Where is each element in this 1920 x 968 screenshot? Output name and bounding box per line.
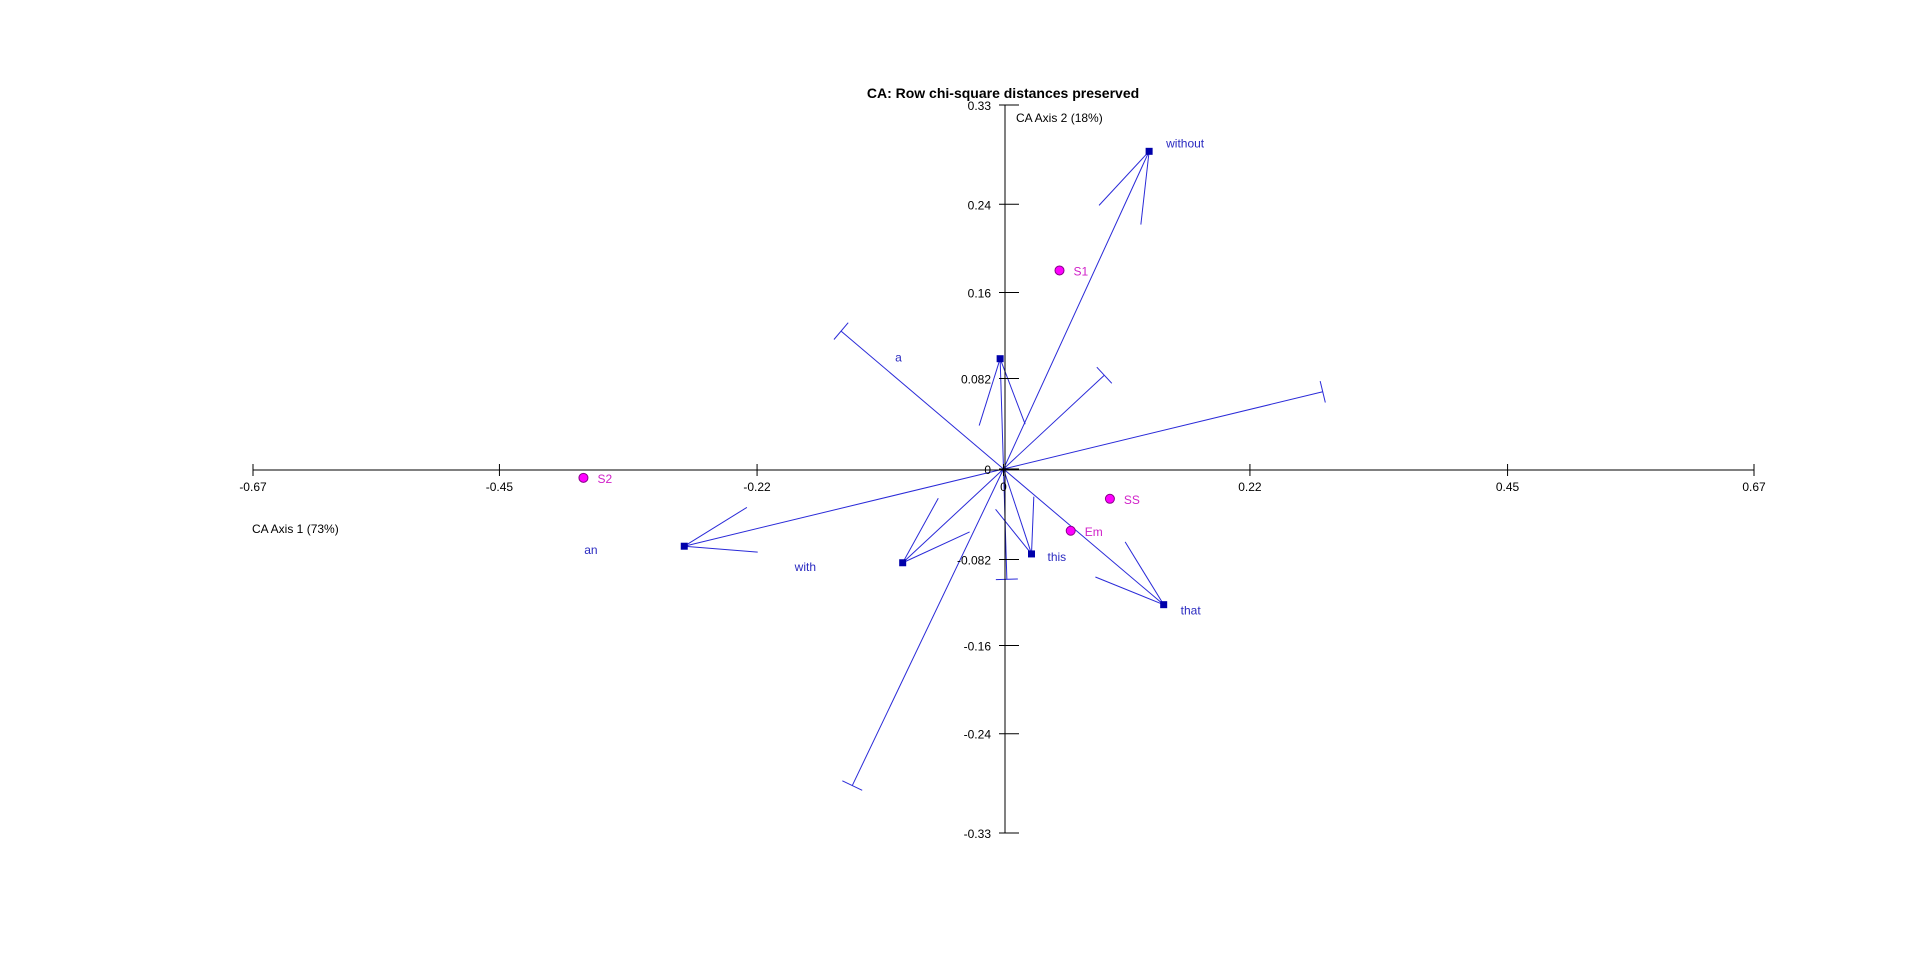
biplot-arrow-head xyxy=(1124,541,1165,605)
column-point-label: an xyxy=(584,543,597,557)
column-point-label: without xyxy=(1165,136,1205,150)
column-point-marker xyxy=(899,559,907,567)
row-point-marker xyxy=(1104,493,1115,504)
column-point-marker xyxy=(1145,147,1153,155)
biplot-ray xyxy=(902,468,1004,564)
plot-points: S1 S2 SS Em without a an with this that xyxy=(578,136,1205,618)
y-tick-label: 0 xyxy=(984,463,991,477)
biplot-arrow-head xyxy=(1140,151,1150,225)
biplot-arrow-head xyxy=(978,358,1001,426)
x-tick-label: 0 xyxy=(1000,480,1007,494)
row-point-marker xyxy=(578,472,589,483)
biplot-ray-cap xyxy=(995,578,1018,581)
column-point-label: a xyxy=(895,351,902,365)
column-point-marker xyxy=(1028,550,1036,558)
biplot-ray xyxy=(1003,151,1150,470)
y-axis-label: CA Axis 2 (18%) xyxy=(1016,111,1103,125)
row-point-label: SS xyxy=(1124,493,1140,507)
y-tick-label: -0.24 xyxy=(964,728,992,742)
x-tick-label: 0.22 xyxy=(1238,480,1262,494)
biplot-arrow-head xyxy=(1098,150,1150,206)
x-tick-label: 0.67 xyxy=(1742,480,1766,494)
axes: -0.67 -0.45 -0.22 0 0.22 0.45 0.67 0.33 0.24 0.16… xyxy=(239,99,1766,841)
row-point-marker xyxy=(1065,525,1076,536)
x-tick-label: -0.45 xyxy=(486,480,514,494)
y-tick-label: 0.33 xyxy=(968,99,992,113)
biplot-rays xyxy=(683,150,1326,791)
biplot-arrow-head xyxy=(1031,496,1035,554)
biplot-ray-cap xyxy=(1096,366,1113,384)
y-tick-label: 0.24 xyxy=(968,198,992,212)
y-tick-label: 0.082 xyxy=(961,373,991,387)
x-tick-label: 0.45 xyxy=(1496,480,1520,494)
biplot-arrow-head xyxy=(995,508,1032,555)
biplot-ray-cap xyxy=(1319,380,1326,403)
column-point-label: that xyxy=(1181,604,1202,618)
biplot-ray-cap xyxy=(842,780,863,791)
column-point-marker xyxy=(996,355,1004,363)
row-point-label: Em xyxy=(1085,525,1103,539)
biplot-arrow-head xyxy=(1095,576,1164,606)
biplot-arrow-head xyxy=(684,545,758,553)
column-point-label: this xyxy=(1048,550,1067,564)
x-tick-label: -0.22 xyxy=(743,480,771,494)
row-point-marker xyxy=(1054,265,1065,276)
column-point-marker xyxy=(1160,601,1168,609)
biplot-ray xyxy=(999,358,1004,470)
x-tick-label: -0.67 xyxy=(239,480,267,494)
biplot-ray xyxy=(1003,391,1323,470)
biplot-ray xyxy=(1003,468,1032,555)
biplot-ray xyxy=(840,330,1004,470)
y-tick-label: 0.16 xyxy=(968,287,992,301)
column-point-marker xyxy=(680,542,688,550)
y-tick-label: -0.16 xyxy=(964,639,992,653)
biplot-arrow-head xyxy=(683,506,748,547)
biplot-ray xyxy=(851,468,1004,786)
column-point-label: with xyxy=(794,560,816,574)
row-point-label: S1 xyxy=(1074,264,1089,278)
y-tick-label: -0.33 xyxy=(964,827,992,841)
biplot-ray xyxy=(1003,374,1105,470)
biplot-arrow-head xyxy=(902,531,970,564)
chart-title: CA: Row chi-square distances preserved xyxy=(867,85,1139,101)
biplot-ray-cap xyxy=(833,322,849,340)
biplot-ray xyxy=(684,468,1004,547)
biplot-ray xyxy=(1003,468,1165,606)
y-tick-label: -0.082 xyxy=(957,553,991,567)
biplot-arrow-head xyxy=(999,358,1026,425)
x-axis-label: CA Axis 1 (73%) xyxy=(252,522,339,536)
biplot-arrow-head xyxy=(902,498,939,563)
row-point-label: S2 xyxy=(597,472,612,486)
